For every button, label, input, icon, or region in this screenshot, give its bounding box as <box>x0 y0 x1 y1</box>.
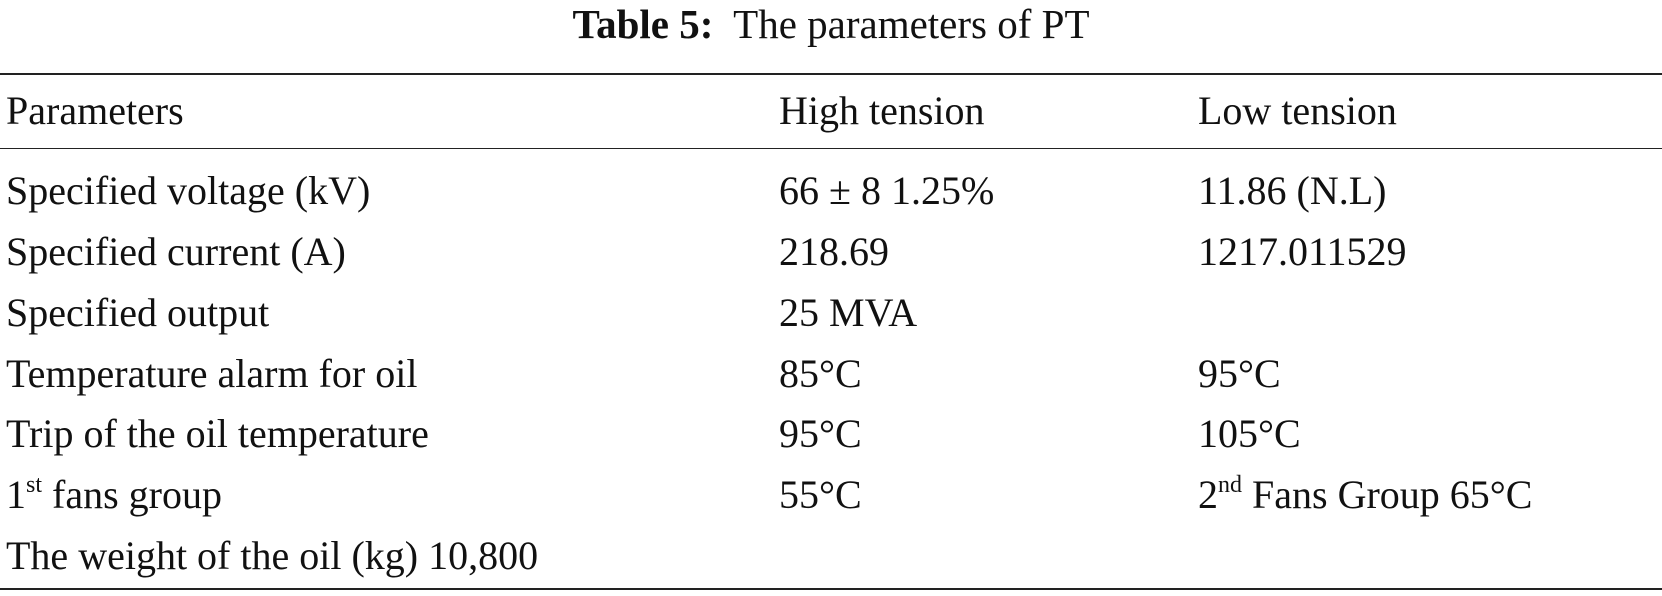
header-cell: High tension <box>779 88 985 133</box>
caption-label: Table 5: <box>572 1 714 47</box>
bottom-rule <box>0 588 1662 590</box>
table-cell: Temperature alarm for oil <box>6 351 418 396</box>
cell-text: 2 <box>1198 472 1218 517</box>
header-cell: Parameters <box>6 88 184 133</box>
table-cell: 1217.011529 <box>1198 229 1407 274</box>
cell-text: Fans Group 65°C <box>1242 472 1533 517</box>
table-caption: Table 5: The parameters of PT <box>0 2 1662 46</box>
table-cell: 11.86 (N.L) <box>1198 168 1387 213</box>
table-cell: 95°C <box>1198 351 1281 396</box>
table-cell: 218.69 <box>779 229 889 274</box>
caption-title: The parameters of PT <box>733 1 1090 47</box>
table-cell: 1st fans group <box>6 471 222 517</box>
table-cell: 85°C <box>779 351 862 396</box>
table-cell: 2nd Fans Group 65°C <box>1198 471 1533 517</box>
table-cell: 55°C <box>779 472 862 517</box>
table-cell: 105°C <box>1198 411 1301 456</box>
table-cell: Specified voltage (kV) <box>6 168 371 213</box>
top-rule <box>0 73 1662 75</box>
superscript: st <box>26 471 43 498</box>
cell-text: 1 <box>6 472 26 517</box>
table-cell: Specified output <box>6 290 270 335</box>
table-cell: Specified current (A) <box>6 229 346 274</box>
cell-text: fans group <box>42 472 222 517</box>
table-cell: 95°C <box>779 411 862 456</box>
table-cell: 25 MVA <box>779 290 918 335</box>
superscript: nd <box>1218 471 1242 498</box>
table-cell: The weight of the oil (kg) 10,800 <box>6 533 539 578</box>
table-cell: Trip of the oil temperature <box>6 411 429 456</box>
table-cell: 66 ± 8 1.25% <box>779 168 995 213</box>
header-cell: Low tension <box>1198 88 1397 133</box>
header-rule <box>0 148 1662 149</box>
